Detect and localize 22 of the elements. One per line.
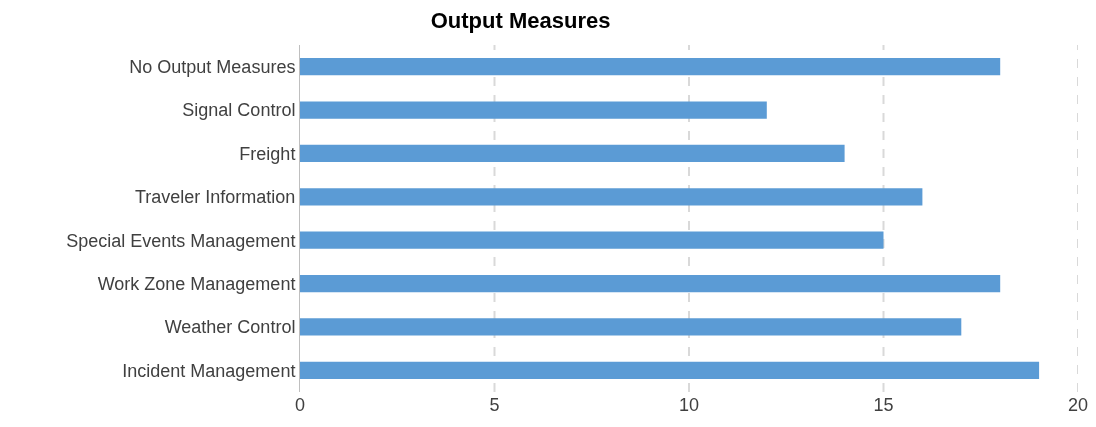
y-tick-label: Signal Control	[182, 100, 296, 121]
bar	[300, 274, 1001, 293]
x-tick-label: 20	[1067, 395, 1089, 415]
y-tick-label: Traveler Information	[134, 187, 296, 208]
bar	[300, 318, 962, 336]
bar	[300, 101, 767, 119]
bar	[300, 58, 1001, 76]
y-tick-label: Weather Control	[164, 317, 296, 338]
bar	[300, 188, 923, 206]
y-tick-label: Special Events Management	[66, 230, 296, 251]
x-tick-label: 0	[294, 395, 306, 415]
y-tick-label: No Output Measures	[129, 56, 296, 77]
y-tick-label: Incident Management	[122, 360, 296, 381]
x-tick-label: 15	[873, 395, 894, 415]
y-tick-label: Work Zone Management	[97, 273, 296, 294]
x-tick-label: 5	[489, 395, 500, 415]
y-tick-label: Freight	[239, 143, 296, 164]
bar	[300, 144, 845, 163]
chart-title: Output Measures	[430, 8, 611, 34]
x-tick-label: 10	[678, 395, 700, 415]
bar	[300, 361, 1040, 379]
bar	[300, 231, 884, 249]
